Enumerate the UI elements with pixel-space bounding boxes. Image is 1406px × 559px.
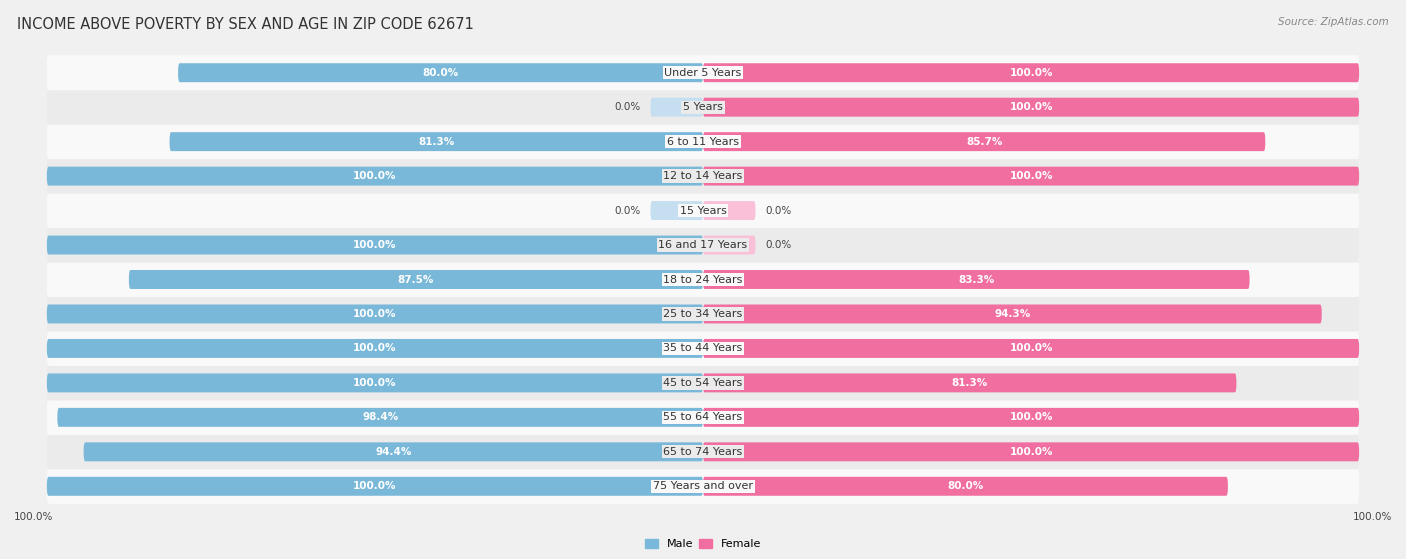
FancyBboxPatch shape [46,124,1360,159]
FancyBboxPatch shape [703,63,1360,82]
Text: 0.0%: 0.0% [614,102,641,112]
Text: 94.4%: 94.4% [375,447,412,457]
FancyBboxPatch shape [46,89,1360,125]
FancyBboxPatch shape [46,477,703,496]
Text: 81.3%: 81.3% [418,136,454,146]
Text: 0.0%: 0.0% [765,240,792,250]
FancyBboxPatch shape [703,201,755,220]
FancyBboxPatch shape [46,262,1360,297]
FancyBboxPatch shape [46,400,1360,435]
Text: 100.0%: 100.0% [1010,171,1053,181]
FancyBboxPatch shape [46,434,1360,470]
FancyBboxPatch shape [46,159,1360,193]
FancyBboxPatch shape [170,132,703,151]
FancyBboxPatch shape [46,296,1360,331]
Text: 100.0%: 100.0% [1010,447,1053,457]
Text: INCOME ABOVE POVERTY BY SEX AND AGE IN ZIP CODE 62671: INCOME ABOVE POVERTY BY SEX AND AGE IN Z… [17,17,474,32]
Text: 100.0%: 100.0% [353,343,396,353]
FancyBboxPatch shape [129,270,703,289]
Text: 100.0%: 100.0% [1353,512,1392,522]
Legend: Male, Female: Male, Female [640,534,766,553]
FancyBboxPatch shape [651,201,703,220]
Text: 100.0%: 100.0% [1010,102,1053,112]
Text: 5 Years: 5 Years [683,102,723,112]
FancyBboxPatch shape [58,408,703,427]
Text: 100.0%: 100.0% [353,481,396,491]
Text: 100.0%: 100.0% [353,240,396,250]
Text: 100.0%: 100.0% [353,378,396,388]
FancyBboxPatch shape [46,193,1360,228]
FancyBboxPatch shape [703,339,1360,358]
FancyBboxPatch shape [703,477,1227,496]
Text: 18 to 24 Years: 18 to 24 Years [664,274,742,285]
FancyBboxPatch shape [83,442,703,461]
Text: 16 and 17 Years: 16 and 17 Years [658,240,748,250]
Text: 100.0%: 100.0% [14,512,53,522]
Text: 100.0%: 100.0% [1010,68,1053,78]
FancyBboxPatch shape [703,442,1360,461]
Text: 0.0%: 0.0% [614,206,641,216]
Text: 45 to 54 Years: 45 to 54 Years [664,378,742,388]
Text: 0.0%: 0.0% [765,206,792,216]
FancyBboxPatch shape [46,373,703,392]
Text: 6 to 11 Years: 6 to 11 Years [666,136,740,146]
FancyBboxPatch shape [46,339,703,358]
Text: 80.0%: 80.0% [422,68,458,78]
FancyBboxPatch shape [46,167,703,186]
Text: 100.0%: 100.0% [1010,343,1053,353]
FancyBboxPatch shape [46,468,1360,504]
FancyBboxPatch shape [703,270,1250,289]
FancyBboxPatch shape [703,132,1265,151]
Text: 12 to 14 Years: 12 to 14 Years [664,171,742,181]
Text: 94.3%: 94.3% [994,309,1031,319]
Text: 85.7%: 85.7% [966,136,1002,146]
Text: 80.0%: 80.0% [948,481,984,491]
Text: 25 to 34 Years: 25 to 34 Years [664,309,742,319]
FancyBboxPatch shape [703,167,1360,186]
FancyBboxPatch shape [46,55,1360,91]
Text: 15 Years: 15 Years [679,206,727,216]
Text: 75 Years and over: 75 Years and over [652,481,754,491]
Text: 87.5%: 87.5% [398,274,434,285]
FancyBboxPatch shape [703,305,1322,324]
Text: 100.0%: 100.0% [353,309,396,319]
Text: 65 to 74 Years: 65 to 74 Years [664,447,742,457]
FancyBboxPatch shape [46,235,703,254]
FancyBboxPatch shape [651,98,703,117]
Text: 98.4%: 98.4% [363,413,398,423]
Text: 81.3%: 81.3% [952,378,988,388]
Text: 35 to 44 Years: 35 to 44 Years [664,343,742,353]
Text: 100.0%: 100.0% [1010,413,1053,423]
FancyBboxPatch shape [703,98,1360,117]
FancyBboxPatch shape [179,63,703,82]
FancyBboxPatch shape [46,366,1360,400]
Text: 100.0%: 100.0% [353,171,396,181]
FancyBboxPatch shape [703,408,1360,427]
FancyBboxPatch shape [46,331,1360,366]
Text: 83.3%: 83.3% [957,274,994,285]
FancyBboxPatch shape [46,305,703,324]
FancyBboxPatch shape [703,235,755,254]
FancyBboxPatch shape [703,373,1236,392]
Text: Under 5 Years: Under 5 Years [665,68,741,78]
Text: 55 to 64 Years: 55 to 64 Years [664,413,742,423]
FancyBboxPatch shape [46,228,1360,263]
Text: Source: ZipAtlas.com: Source: ZipAtlas.com [1278,17,1389,27]
